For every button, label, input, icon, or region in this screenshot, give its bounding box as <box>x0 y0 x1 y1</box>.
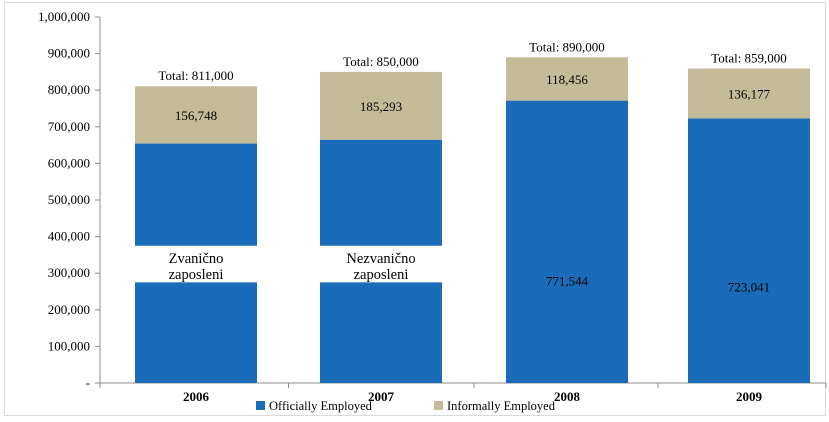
overlay-label-box <box>319 245 443 283</box>
data-label: 156,748 <box>175 108 217 123</box>
y-tick-label: 100,000 <box>48 338 90 353</box>
data-label: 136,177 <box>728 86 771 101</box>
bar-segment-informal-2009 <box>688 68 810 119</box>
total-label: Total: 850,000 <box>343 54 419 69</box>
overlay-label-text: zaposleni <box>169 267 224 283</box>
y-tick-label: 900,000 <box>48 46 90 61</box>
overlay-label-text: zaposleni <box>354 267 409 283</box>
bar-segment-official-2008 <box>506 100 628 383</box>
x-tick-label: 2009 <box>736 389 763 404</box>
bar-segment-informal-2007 <box>320 71 442 140</box>
total-label: Total: 890,000 <box>529 39 605 54</box>
y-tick-label: 500,000 <box>48 192 90 207</box>
chart-frame <box>4 2 826 416</box>
legend-label: Informally Employed <box>447 399 556 413</box>
bar-segment-informal-2006 <box>135 86 257 144</box>
y-tick-label: 300,000 <box>48 265 90 280</box>
data-label: 118,456 <box>546 72 588 87</box>
y-tick-label: 600,000 <box>48 155 90 170</box>
legend-label: Officially Employed <box>269 399 373 413</box>
overlay-label-text: Zvanično <box>169 251 224 267</box>
legend-swatch <box>434 401 443 410</box>
data-label: 771,544 <box>546 273 589 288</box>
y-tick-label: 800,000 <box>48 82 90 97</box>
bar-segment-informal-2008 <box>506 57 628 101</box>
data-label: 723,041 <box>728 280 770 295</box>
total-label: Total: 859,000 <box>711 51 787 66</box>
bar-segment-official-2009 <box>688 118 810 383</box>
overlay-label-box <box>134 245 258 283</box>
y-tick-label: 400,000 <box>48 229 90 244</box>
x-tick-label: 2006 <box>183 389 210 404</box>
x-tick-label: 2007 <box>368 389 395 404</box>
y-tick-label: - <box>86 375 90 390</box>
y-tick-label: 700,000 <box>48 119 90 134</box>
legend-swatch <box>256 401 265 410</box>
overlay-label-text: Nezvanično <box>346 251 415 267</box>
total-label: Total: 811,000 <box>158 68 233 83</box>
y-tick-label: 200,000 <box>48 302 90 317</box>
y-tick-label: 1,000,000 <box>38 9 90 24</box>
data-label: 185,293 <box>360 99 402 114</box>
x-tick-label: 2008 <box>554 389 581 404</box>
